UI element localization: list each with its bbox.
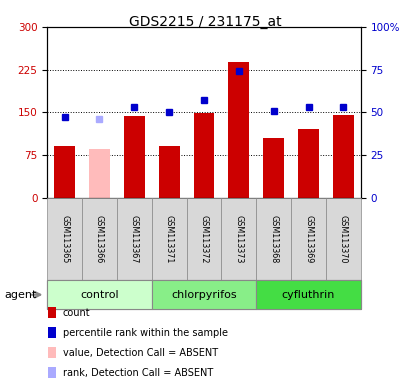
Text: value, Detection Call = ABSENT: value, Detection Call = ABSENT: [63, 348, 217, 358]
Bar: [186, 198, 221, 280]
Bar: [48, 348, 56, 358]
Bar: [228, 62, 249, 198]
Text: GSM113370: GSM113370: [338, 215, 347, 263]
Text: cyfluthrin: cyfluthrin: [281, 290, 335, 300]
Text: chlorpyrifos: chlorpyrifos: [171, 290, 236, 300]
Text: GSM113365: GSM113365: [60, 215, 69, 263]
Text: GDS2215 / 231175_at: GDS2215 / 231175_at: [128, 15, 281, 28]
Bar: [47, 198, 82, 280]
Bar: [117, 198, 151, 280]
Bar: [48, 367, 56, 378]
Text: GSM113368: GSM113368: [269, 215, 277, 263]
Bar: [297, 129, 318, 198]
Bar: [48, 328, 56, 338]
Bar: [158, 146, 179, 198]
Bar: [82, 198, 117, 280]
Text: GSM113372: GSM113372: [199, 215, 208, 263]
Text: agent: agent: [4, 290, 36, 300]
Text: GSM113367: GSM113367: [130, 215, 138, 263]
Text: GSM113366: GSM113366: [95, 215, 103, 263]
Text: control: control: [80, 290, 119, 300]
Text: GSM113373: GSM113373: [234, 215, 243, 263]
Bar: [54, 146, 75, 198]
Bar: [89, 149, 110, 198]
Bar: [332, 115, 353, 198]
Bar: [151, 198, 186, 280]
Text: percentile rank within the sample: percentile rank within the sample: [63, 328, 227, 338]
Bar: [256, 280, 360, 309]
Text: GSM113369: GSM113369: [303, 215, 312, 263]
Bar: [325, 198, 360, 280]
Bar: [47, 280, 151, 309]
Text: GSM113371: GSM113371: [164, 215, 173, 263]
Bar: [290, 198, 325, 280]
Bar: [263, 138, 283, 198]
Bar: [151, 280, 256, 309]
Text: rank, Detection Call = ABSENT: rank, Detection Call = ABSENT: [63, 368, 212, 378]
Bar: [124, 116, 144, 198]
Bar: [256, 198, 290, 280]
Bar: [193, 113, 214, 198]
Bar: [221, 198, 256, 280]
Text: count: count: [63, 308, 90, 318]
Bar: [48, 308, 56, 318]
